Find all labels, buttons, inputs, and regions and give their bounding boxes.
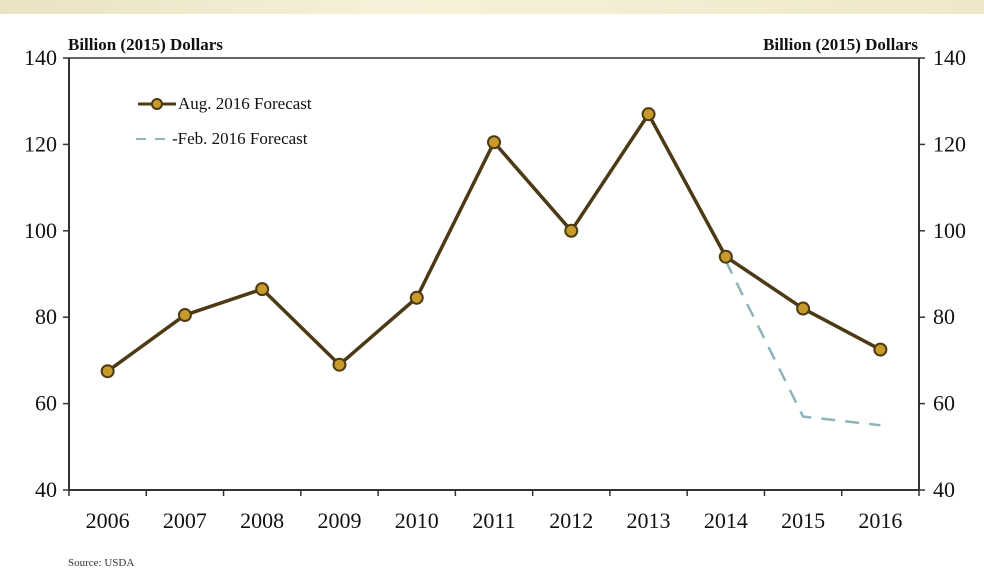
right-tick-label: 100 [933,218,966,243]
legend-label-aug: Aug. 2016 Forecast [178,94,312,113]
right-tick-label: 140 [933,45,966,70]
right-axis-unit-label: Billion (2015) Dollars [763,35,918,54]
left-tick-label: 120 [24,131,57,156]
series-point-aug-2016 [332,357,347,372]
series-point-aug-2016 [100,364,115,379]
left-tick-label: 140 [24,45,57,70]
series-point-aug-2016 [796,301,811,316]
left-axis-unit-label: Billion (2015) Dollars [68,35,223,54]
legend-marker-aug [151,98,163,110]
right-tick-label: 120 [933,131,966,156]
series-point-aug-2016 [177,308,192,323]
right-tick-label: 80 [933,304,955,329]
x-tick-label: 2007 [163,508,207,533]
left-tick-label: 100 [24,218,57,243]
x-tick-label: 2009 [317,508,361,533]
left-tick-label: 40 [35,477,57,502]
x-tick-label: 2015 [781,508,825,533]
series-point-aug-2016 [641,107,656,122]
right-tick-label: 40 [933,477,955,502]
x-tick-label: 2016 [858,508,902,533]
legend-label-feb: -Feb. 2016 Forecast [172,129,308,148]
series-line-feb-2016 [724,260,881,427]
x-tick-label: 2014 [704,508,748,533]
legend: Aug. 2016 Forecast -Feb. 2016 Forecast [136,94,312,148]
x-tick-label: 2012 [549,508,593,533]
x-tick-label: 2006 [86,508,130,533]
left-tick-label: 80 [35,304,57,329]
series-point-aug-2016 [564,223,579,238]
series-point-aug-2016 [487,135,501,150]
x-tick-label: 2011 [472,508,515,533]
series-point-aug-2016 [718,249,733,264]
x-tick-label: 2010 [395,508,439,533]
series-point-aug-2016 [873,342,888,357]
ticks-group: 40 60 80 100 120 140 40 60 80 100 120 140 2006 2007 20… [24,45,966,533]
series-point-aug-2016 [255,282,270,297]
axes-group [68,57,920,491]
source-note: Source: USDA [68,557,134,569]
series-point-aug-2016 [409,290,424,305]
top-band [0,0,984,14]
series-group [100,107,888,427]
x-tick-label: 2008 [240,508,284,533]
left-tick-label: 60 [35,391,57,416]
series-line-aug-2016 [106,112,882,373]
right-tick-label: 60 [933,391,955,416]
x-tick-label: 2013 [627,508,671,533]
